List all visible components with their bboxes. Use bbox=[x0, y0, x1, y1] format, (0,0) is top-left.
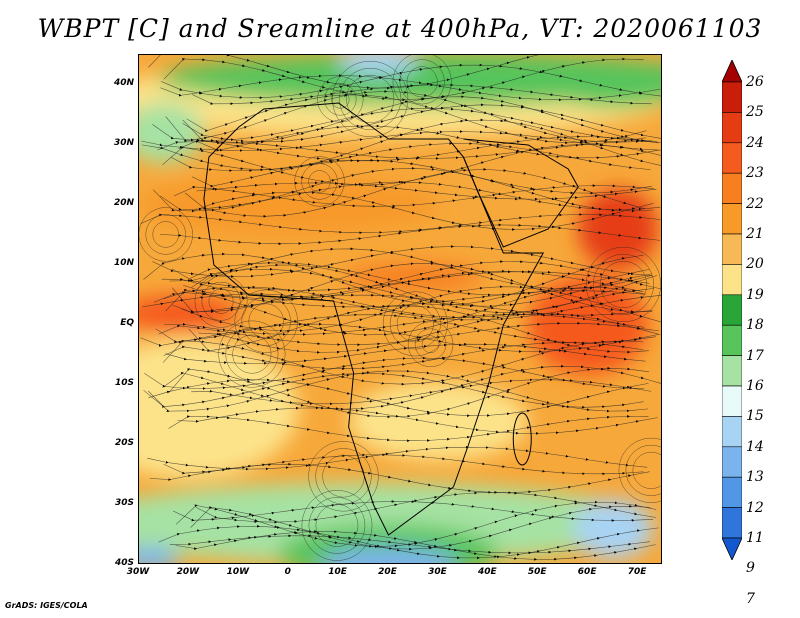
lat-tick-label: EQ bbox=[120, 318, 134, 328]
lat-tick-label: 40S bbox=[114, 558, 134, 568]
streamlines bbox=[139, 55, 661, 561]
lat-tick-label: 20N bbox=[113, 198, 134, 208]
colorbar-tick-label: 21 bbox=[746, 226, 764, 242]
lat-tick-label: 30N bbox=[113, 138, 134, 148]
map-panel bbox=[138, 54, 662, 564]
grads-credit: GrADS: IGES/COLA bbox=[5, 601, 88, 610]
lon-tick-label: 60E bbox=[577, 567, 597, 577]
colorbar-tick-label: 24 bbox=[746, 134, 764, 151]
colorbar-tick-label: 19 bbox=[746, 286, 764, 303]
lon-tick-label: 50E bbox=[527, 567, 547, 577]
coastlines bbox=[203, 102, 579, 536]
colorbar-tick-label: 18 bbox=[746, 317, 764, 334]
lon-tick-label: 20W bbox=[176, 567, 200, 577]
colorbar-tick-label: 9 bbox=[746, 560, 755, 577]
map-title: WBPT [C] and Sreamline at 400hPa, VT: 20… bbox=[37, 14, 763, 43]
lon-tick-label: 0 bbox=[284, 567, 291, 577]
lat-tick-label: 20S bbox=[114, 438, 134, 448]
lon-tick-label: 10W bbox=[226, 567, 250, 577]
lon-tick-label: 30W bbox=[126, 567, 150, 577]
lat-tick-label: 10N bbox=[113, 258, 134, 268]
colorbar-tick-label: 15 bbox=[746, 408, 764, 425]
colorbar-tick-label: 25 bbox=[746, 104, 764, 121]
lat-tick-label: 10S bbox=[114, 378, 134, 388]
lat-tick-label: 40N bbox=[113, 78, 134, 88]
lon-tick-label: 70E bbox=[627, 567, 647, 577]
lon-tick-label: 10E bbox=[328, 567, 347, 577]
colorbar-tick-label: 7 bbox=[746, 590, 755, 607]
colorbar-tick-label: 14 bbox=[746, 438, 764, 455]
colorbar-tick-label: 12 bbox=[746, 499, 764, 516]
colorbar-tick-label: 26 bbox=[746, 74, 764, 90]
lon-tick-label: 40E bbox=[477, 567, 497, 577]
lon-tick-label: 20E bbox=[378, 567, 397, 577]
colorbar-tick-label: 22 bbox=[746, 195, 764, 212]
colorbar-tick-label: 11 bbox=[746, 530, 764, 546]
colorbar-tick-label: 13 bbox=[746, 469, 764, 486]
colorbar bbox=[722, 60, 742, 560]
colorbar-tick-label: 16 bbox=[746, 378, 764, 394]
lon-tick-label: 30E bbox=[428, 567, 447, 577]
wbpt-streamline-map bbox=[139, 55, 661, 563]
lat-tick-label: 30S bbox=[114, 498, 134, 508]
colorbar-tick-label: 23 bbox=[746, 165, 764, 182]
colorbar-tick-label: 17 bbox=[746, 347, 764, 364]
colorbar-tick-label: 20 bbox=[746, 256, 764, 273]
